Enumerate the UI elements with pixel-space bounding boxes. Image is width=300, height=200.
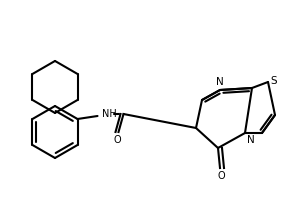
Text: O: O bbox=[217, 171, 225, 181]
Text: O: O bbox=[114, 135, 121, 145]
Text: NH: NH bbox=[101, 109, 116, 119]
Text: S: S bbox=[270, 76, 277, 86]
Text: N: N bbox=[216, 77, 224, 87]
Text: N: N bbox=[247, 135, 255, 145]
